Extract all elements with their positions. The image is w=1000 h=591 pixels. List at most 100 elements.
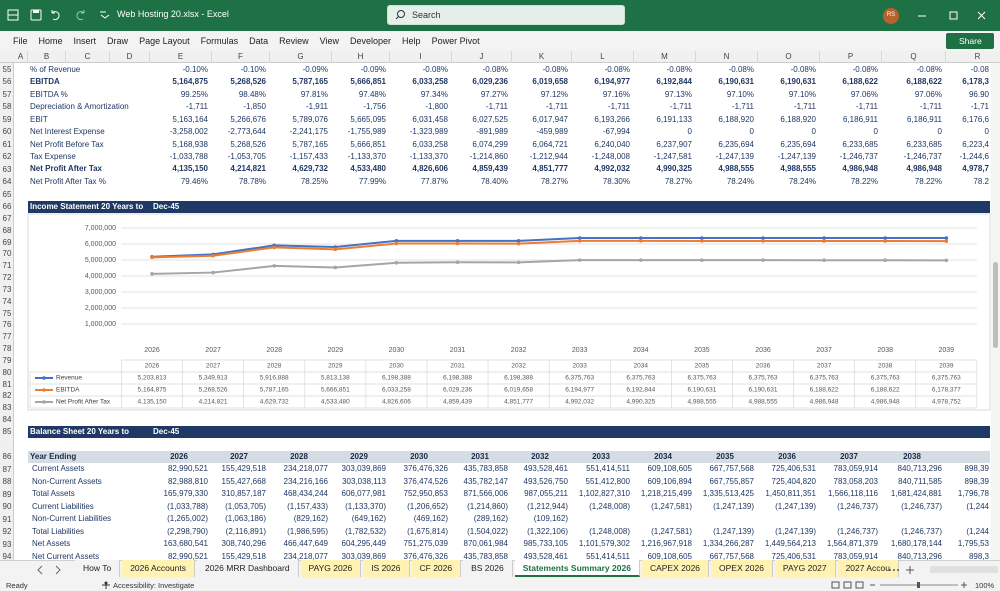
cell: 468,434,244 xyxy=(283,489,329,499)
x-tick-label: 2033 xyxy=(572,347,588,354)
menu-item[interactable]: Power Pivot xyxy=(431,36,480,46)
table-value: 5,349,913 xyxy=(199,375,228,382)
x-tick-label: 2028 xyxy=(266,347,282,354)
sheet-tab[interactable]: How To xyxy=(75,560,121,577)
cell: 6,240,040 xyxy=(594,139,630,149)
status-accessibility[interactable]: Accessibility: Investigate xyxy=(113,581,195,590)
sheet-tab[interactable]: 2026 Accounts xyxy=(122,560,195,577)
row-label: Depreciation & Amortization xyxy=(30,102,129,112)
cell: 97.06% xyxy=(914,89,942,99)
cell: 5,268,526 xyxy=(230,77,266,87)
menu-item[interactable]: Developer xyxy=(350,36,392,46)
row-label: Net Current Assets xyxy=(32,551,100,561)
cell: (1,247,581) xyxy=(651,526,692,536)
column-header: A xyxy=(14,51,28,63)
cell: -67,994 xyxy=(602,127,630,137)
menu-item[interactable]: Draw xyxy=(107,36,129,46)
cell: 6,190,631 xyxy=(718,77,754,87)
cell: -2,241,175 xyxy=(289,127,328,137)
cell: 155,427,668 xyxy=(221,476,267,486)
sheet-tab[interactable]: PAYG 2026 xyxy=(300,560,362,577)
cell: 783,059,914 xyxy=(833,464,879,474)
menu-item[interactable]: Data xyxy=(249,36,269,46)
cell: -459,989 xyxy=(536,127,568,137)
user-avatar[interactable] xyxy=(883,8,899,24)
cell: -1,711 xyxy=(669,102,692,112)
menu-item[interactable]: Help xyxy=(402,36,421,46)
cell: 0 xyxy=(937,127,942,137)
cell: (469,162) xyxy=(413,514,448,524)
share-button[interactable] xyxy=(946,33,994,49)
sheet-tab[interactable]: OPEX 2026 xyxy=(711,560,773,577)
cell: 82,990,521 xyxy=(167,551,208,561)
sheet-tab[interactable]: IS 2026 xyxy=(363,560,410,577)
sheet-tab[interactable]: CAPEX 2026 xyxy=(641,560,710,577)
row-number: 89 xyxy=(2,489,12,499)
cell: 6,027,525 xyxy=(472,114,508,124)
cell: 898,3 xyxy=(968,551,989,561)
cell: 2032 xyxy=(531,451,549,461)
series-point xyxy=(150,254,154,259)
table-header: 2031 xyxy=(450,363,465,370)
series-point xyxy=(700,236,704,240)
sheet-tab[interactable]: Statements Summary 2026 xyxy=(514,560,640,577)
cell: 97.06% xyxy=(850,89,878,99)
legend-label: Net Profit After Tax xyxy=(56,399,111,406)
cell: 310,857,187 xyxy=(221,489,267,499)
menu-item[interactable]: Review xyxy=(279,36,309,46)
cell: (1,053,705) xyxy=(225,501,266,511)
cell: -1,214,860 xyxy=(469,151,508,161)
cell: 0 xyxy=(811,127,816,137)
cell: 4,629,732 xyxy=(292,164,328,174)
sheet-tab[interactable]: 2026 MRR Dashboard xyxy=(196,560,299,577)
cell: 5,266,676 xyxy=(230,114,266,124)
section-title: Income Statement 20 Years to xyxy=(30,201,144,211)
menu-item[interactable]: Page Layout xyxy=(139,36,190,46)
table-value: 6,375,763 xyxy=(626,375,655,382)
cell: (1,246,737) xyxy=(901,501,942,511)
menu-item[interactable]: Formulas xyxy=(200,36,239,46)
menu-item[interactable]: View xyxy=(319,36,340,46)
column-header: H xyxy=(332,51,390,63)
cell: 840,711,585 xyxy=(898,476,942,486)
cell: 725,406,531 xyxy=(771,464,817,474)
x-tick-label: 2037 xyxy=(816,347,832,354)
table-header: 2029 xyxy=(328,363,343,370)
sheet-tab[interactable]: PAYG 2027 xyxy=(774,560,836,577)
cell: 604,295,449 xyxy=(341,539,387,549)
series-point xyxy=(944,258,949,263)
cell: -0.10% xyxy=(182,64,208,74)
cell: 870,061,984 xyxy=(463,539,509,549)
row-number: 86 xyxy=(2,452,12,461)
sheet-tab[interactable]: 2027 Accou xyxy=(837,560,899,577)
row-number: 67 xyxy=(2,213,12,223)
section-band xyxy=(28,425,990,439)
series-point xyxy=(822,239,826,243)
sheet-tab[interactable]: BS 2026 xyxy=(463,560,513,577)
cell: (109,162) xyxy=(533,514,568,524)
search-icon xyxy=(395,10,405,20)
scroll-thumb[interactable] xyxy=(993,262,998,348)
column-header: C xyxy=(66,51,110,63)
menu-item[interactable]: Insert xyxy=(73,36,97,46)
cell: 78.30% xyxy=(602,176,630,186)
cell: 1,681,424,881 xyxy=(890,489,942,499)
cell: (1,675,814) xyxy=(407,526,448,536)
menu-item[interactable]: File xyxy=(13,36,28,46)
window-controls xyxy=(918,11,986,20)
cell: 97.13% xyxy=(664,89,692,99)
sheet-tab[interactable]: CF 2026 xyxy=(411,560,462,577)
series-point xyxy=(333,245,338,249)
row-number: 65 xyxy=(2,189,12,199)
table-value: 6,198,388 xyxy=(443,375,472,382)
row-number: 56 xyxy=(2,77,12,87)
row-number: 59 xyxy=(2,114,12,124)
table-value: 4,992,032 xyxy=(565,399,594,406)
cell: 725,404,820 xyxy=(771,476,817,486)
cell: 303,039,869 xyxy=(341,464,387,474)
search-box[interactable] xyxy=(387,5,625,25)
series-point xyxy=(272,245,277,250)
menu-item[interactable]: Home xyxy=(38,36,63,46)
table-value: 6,190,631 xyxy=(687,387,716,394)
cell: 78.25% xyxy=(300,176,328,186)
